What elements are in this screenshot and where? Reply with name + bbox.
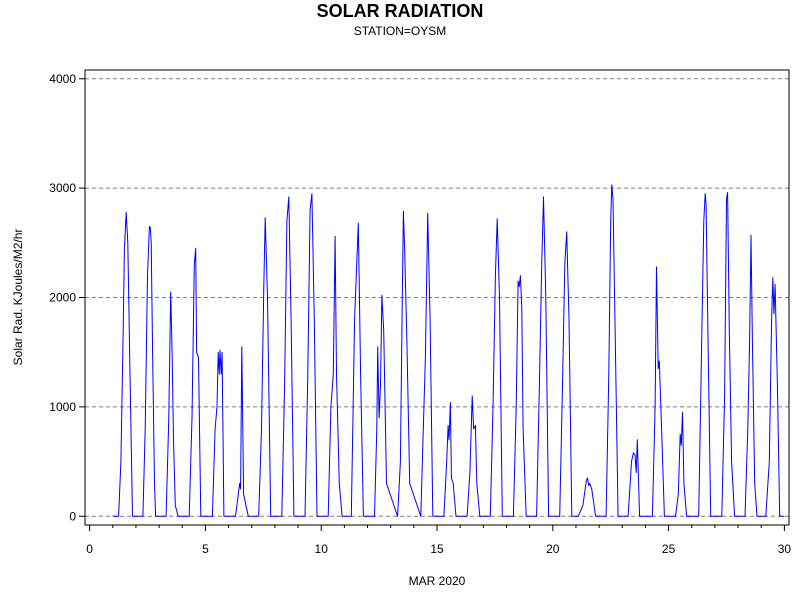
y-tick-label: 1000	[49, 400, 76, 414]
series-layer	[112, 184, 785, 517]
chart-title: SOLAR RADIATION	[317, 1, 484, 21]
series-line	[112, 184, 785, 517]
x-axis-ticks: 0 5 10 15 20 25 30	[86, 525, 791, 556]
y-tick-label: 3000	[49, 181, 76, 195]
x-tick-label: 5	[202, 542, 209, 556]
x-tick-label: 25	[662, 542, 676, 556]
y-tick-label: 4000	[49, 72, 76, 86]
x-tick-label: 0	[86, 542, 93, 556]
y-axis-label: Solar Rad. KJoules/M2/hr	[11, 229, 25, 366]
chart-subtitle: STATION=OYSM	[354, 24, 447, 38]
x-tick-label: 10	[315, 542, 329, 556]
y-tick-label: 0	[69, 509, 76, 523]
y-tick-label: 2000	[49, 291, 76, 305]
x-tick-label: 15	[430, 542, 444, 556]
x-tick-label: 20	[546, 542, 560, 556]
x-tick-label: 30	[778, 542, 792, 556]
x-axis-label: MAR 2020	[409, 574, 466, 588]
y-axis-ticks: 0 1000 2000 3000 4000	[49, 72, 85, 523]
